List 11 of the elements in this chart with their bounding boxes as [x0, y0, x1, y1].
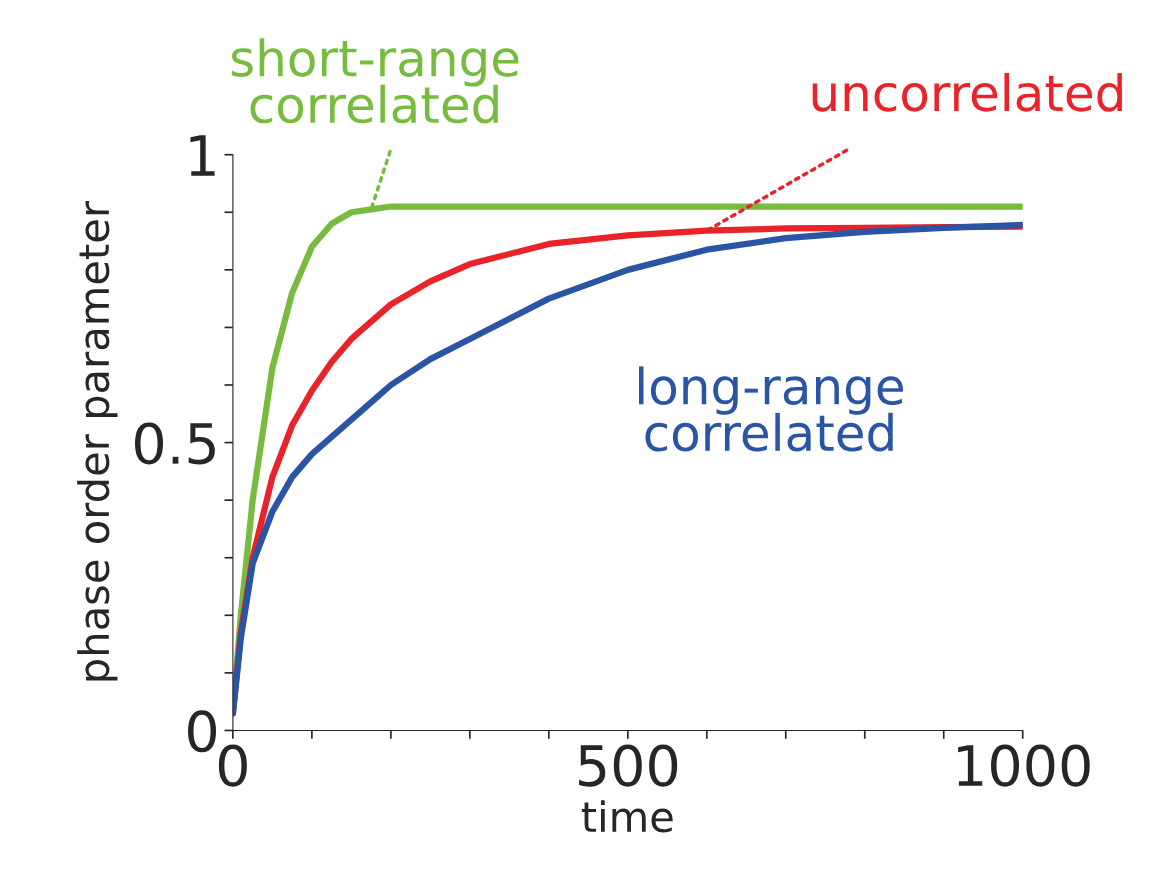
y-axis-title: phase order parameter — [77, 200, 118, 681]
series-label: long-range correlated — [639, 366, 903, 452]
x-tick-label: 500 — [579, 744, 678, 787]
y-tick-label: 0.5 — [135, 422, 215, 465]
x-tick-label: 0 — [218, 744, 247, 787]
y-tick-label: 0 — [188, 710, 217, 753]
series-label: short-range correlated — [231, 38, 519, 124]
y-tick-label: 1 — [190, 135, 215, 176]
x-axis-title: time — [581, 800, 673, 833]
text: uncorrelated — [812, 72, 1122, 112]
x-tick-label: 1000 — [958, 744, 1090, 787]
